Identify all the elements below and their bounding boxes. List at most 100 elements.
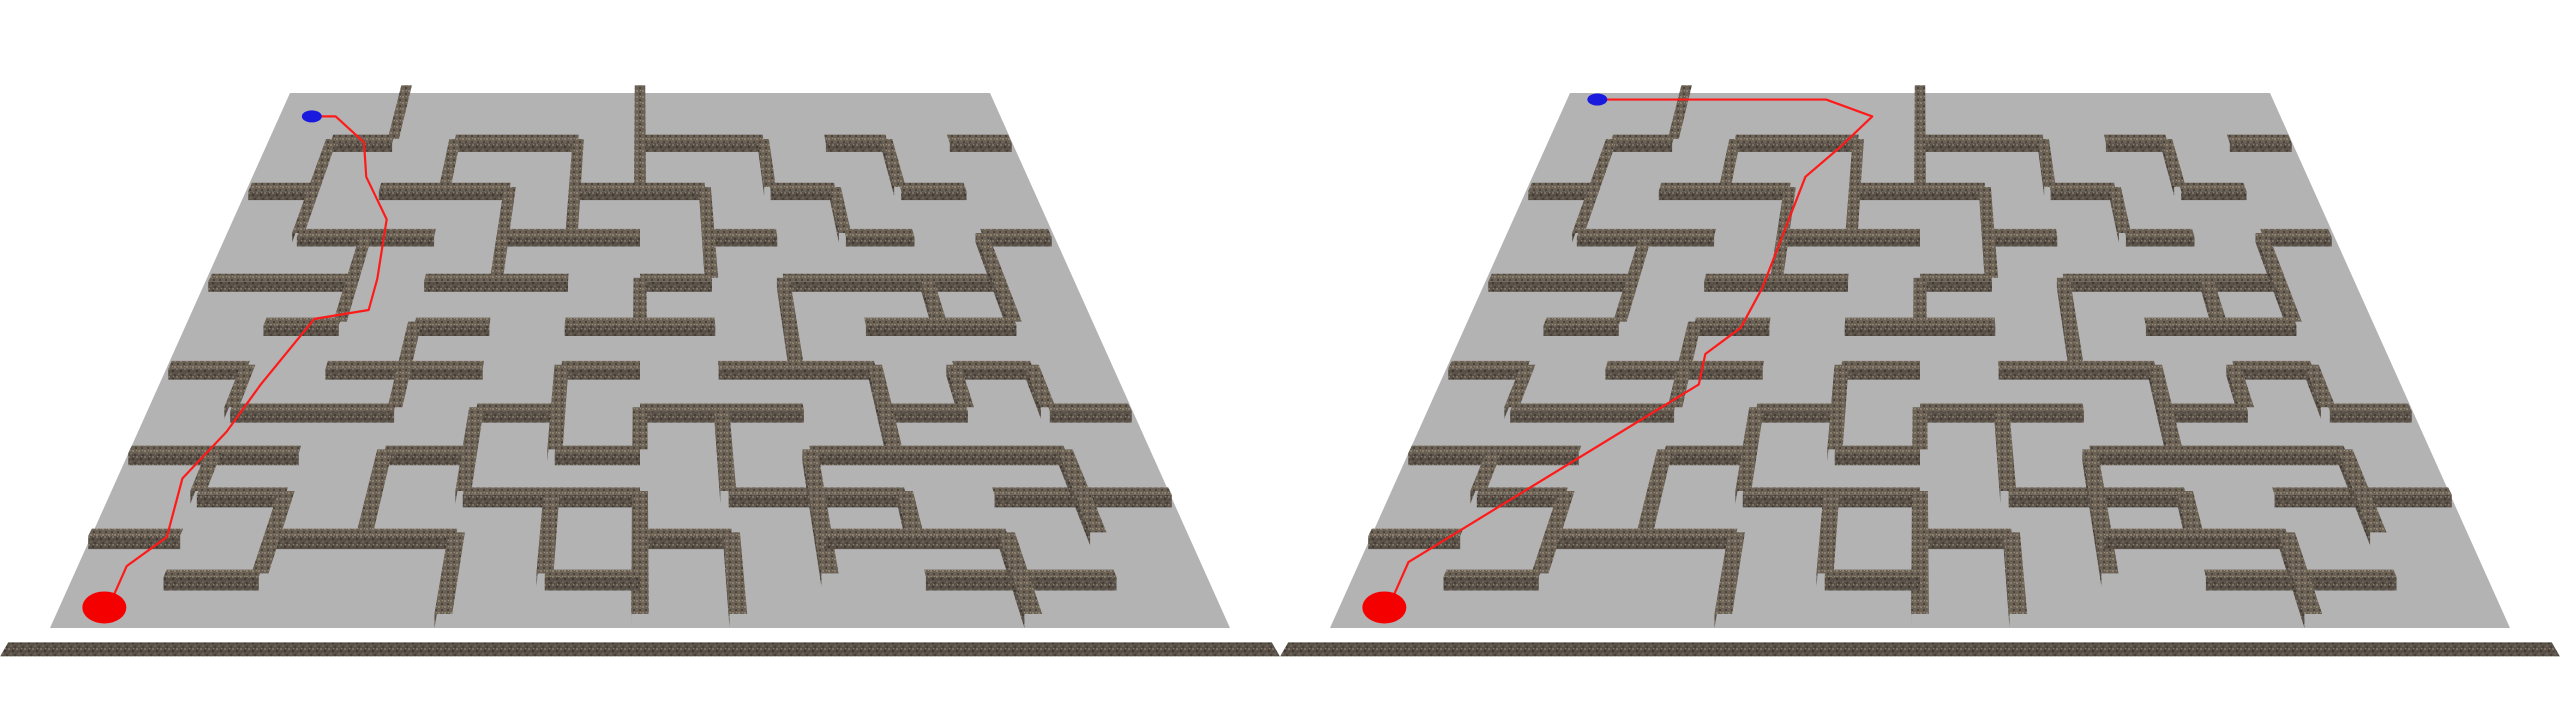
maze-wall-top — [1742, 487, 1920, 495]
maze-wall-top — [769, 182, 836, 192]
maze-wall-face — [699, 186, 706, 288]
maze-wall-face — [2263, 237, 2332, 247]
maze-wall-top — [881, 139, 906, 187]
maze-wall-face — [1443, 576, 1539, 591]
maze-wall-face — [1824, 576, 1920, 591]
maze-wall-top — [2003, 532, 2028, 614]
maze-wall-top — [631, 491, 649, 614]
maze-wall-top — [1408, 445, 1582, 454]
maze-wall-top — [829, 186, 852, 233]
maze-wall-top — [1057, 449, 1107, 533]
maze-wall-face — [881, 139, 895, 196]
maze-wall-top — [2124, 228, 2195, 238]
maze-wall-top — [378, 182, 511, 192]
maze-wall-face — [1920, 536, 2012, 550]
maze-wall-top — [699, 186, 719, 278]
maze-wall-top — [2144, 317, 2297, 326]
maze-wall-face — [502, 237, 640, 247]
maze-wall-face — [802, 449, 822, 587]
maze-wall-top — [554, 445, 640, 454]
maze-wall-top — [1470, 449, 1503, 492]
maze-wall-top — [296, 228, 436, 238]
maze-wall-top — [1719, 139, 1741, 187]
maze-wall-top — [1854, 182, 1986, 192]
maze-floor — [50, 93, 1230, 628]
maze-wall-top — [633, 277, 647, 322]
maze-wall-top — [1368, 528, 1464, 537]
maze-wall-face — [2037, 139, 2045, 196]
maze-wall-top — [1714, 532, 1745, 614]
maze-wall-top — [547, 364, 569, 450]
maze-frame-front — [0, 642, 1280, 657]
start-marker — [82, 591, 127, 624]
maze-wall-face — [1920, 143, 2044, 152]
maze-wall-face — [723, 532, 730, 628]
maze-wall-face — [230, 411, 395, 423]
maze-wall-top — [1528, 182, 1597, 192]
maze-wall-top — [1613, 232, 1653, 322]
maze-wall-face — [561, 368, 640, 380]
maze-wall-face — [2103, 536, 2288, 550]
maze-wall-top — [1914, 85, 1926, 187]
maze-wall-top — [2037, 139, 2056, 187]
maze-wall-face — [564, 325, 716, 337]
maze-wall-face — [163, 576, 259, 591]
maze-wall-face — [454, 143, 579, 152]
maze-wall-top — [809, 445, 1067, 454]
maze-wall-top — [1913, 277, 1927, 322]
maze-wall-face — [865, 325, 1017, 337]
maze-wall-top — [1834, 445, 1920, 454]
maze-wall-top — [898, 182, 967, 192]
maze-wall-top — [387, 85, 412, 140]
maze-wall-face — [983, 237, 1052, 247]
maze-wall-face — [2255, 232, 2289, 333]
maze-wall-face — [2003, 532, 2010, 628]
maze-wall-face — [384, 453, 470, 466]
maze-wall-top — [1024, 364, 1056, 408]
maze-wall-face — [1844, 325, 1996, 337]
maze-wall-face — [1610, 143, 1673, 152]
maze-wall-top — [757, 139, 776, 187]
maze-wall-face — [574, 191, 706, 201]
maze-wall-face — [1694, 325, 1770, 337]
maze-wall-top — [1448, 360, 1530, 369]
maze-wall-face — [2056, 277, 2070, 376]
maze-wall-top — [2089, 445, 2347, 454]
maze-wall-face — [2147, 364, 2168, 462]
maze-wall-face — [196, 494, 286, 508]
maze-wall-top — [1920, 528, 2012, 537]
maze-wall-top — [1734, 134, 1859, 144]
maze-wall-top — [455, 407, 485, 492]
maze-wall-face — [885, 411, 968, 423]
maze-wall-face — [954, 368, 1034, 380]
start-marker — [1362, 591, 1407, 624]
maze-wall-top — [1552, 528, 1738, 537]
maze-wall-top — [2278, 532, 2323, 614]
maze-wall-face — [208, 281, 353, 292]
maze-wall-face — [88, 536, 181, 550]
maze-wall-face — [1049, 411, 1132, 423]
maze-wall-top — [561, 360, 640, 369]
maze-wall-top — [884, 403, 968, 412]
maze-wall-face — [248, 191, 314, 201]
maze-wall-top — [544, 569, 640, 577]
maze-wall-top — [1664, 445, 1751, 454]
maze-wall-top — [2178, 182, 2247, 192]
maze-wall-top — [454, 134, 579, 144]
maze-wall-top — [190, 449, 223, 492]
maze-wall-face — [1057, 449, 1091, 546]
maze-wall-top — [439, 139, 461, 187]
maze-wall-top — [163, 569, 262, 577]
maze-wall-top — [2200, 277, 2227, 322]
maze-wall-top — [2056, 277, 2084, 365]
maze-wall-face — [867, 364, 888, 462]
maze-wall-face — [2063, 281, 2280, 292]
maze-wall-top — [1476, 487, 1568, 495]
maze-wall-top — [1667, 321, 1702, 408]
maze-wall-top — [565, 139, 584, 233]
maze-wall-face — [1448, 368, 1527, 380]
maze-wall-top — [574, 182, 706, 192]
maze-wall-face — [1368, 536, 1461, 550]
